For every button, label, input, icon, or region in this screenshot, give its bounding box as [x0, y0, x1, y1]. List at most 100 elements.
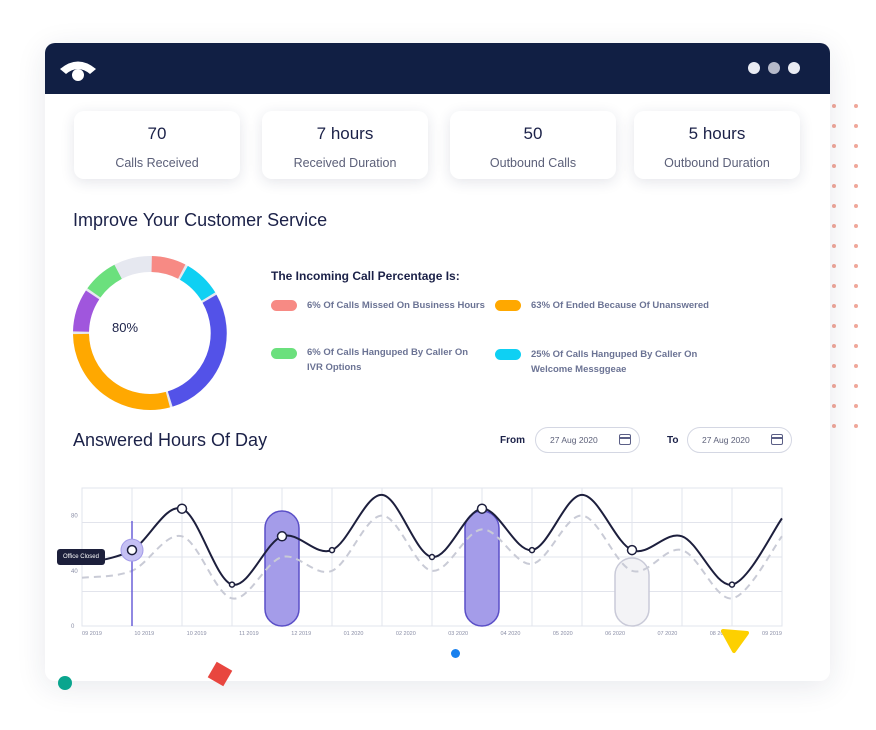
data-point	[728, 581, 736, 588]
donut-slice-ivr	[87, 264, 123, 298]
stat-card-outbound-duration: 5 hours Outbound Duration	[634, 111, 800, 179]
x-tick-label: 05 2020	[553, 631, 573, 637]
x-tick-label: 12 2019	[291, 631, 311, 637]
grid-dot	[832, 124, 836, 128]
grid-dot	[832, 364, 836, 368]
data-point	[276, 531, 288, 542]
stat-value: 70	[147, 124, 167, 143]
x-tick-label: 09 2019	[762, 631, 782, 637]
to-label: To	[667, 435, 679, 446]
highlight-band	[614, 557, 650, 627]
to-date-value: 27 Aug 2020	[702, 435, 750, 445]
to-date-input[interactable]: 27 Aug 2020	[687, 427, 792, 453]
legend-swatch-welcome	[495, 349, 521, 360]
grid-dot	[832, 384, 836, 388]
from-date-value: 27 Aug 2020	[550, 435, 598, 445]
grid-dot	[832, 404, 836, 408]
blue-dot-decoration	[451, 649, 460, 658]
phone-logo-icon	[60, 61, 96, 81]
data-point	[328, 546, 336, 554]
legend-swatch-ivr	[271, 348, 297, 359]
grid-dot	[832, 204, 836, 208]
stat-card-calls-received: 70 Calls Received	[74, 111, 240, 179]
grid-dot	[832, 184, 836, 188]
grid-dot	[832, 144, 836, 148]
grid-dot	[832, 324, 836, 328]
x-tick-label: 02 2020	[396, 631, 416, 637]
data-point	[528, 546, 536, 554]
donut-slice-blue	[167, 294, 227, 407]
y-tick-label: 80	[71, 514, 78, 520]
window-dot-2[interactable]	[768, 62, 780, 74]
calendar-icon[interactable]	[619, 434, 631, 445]
legend-item-welcome: 25% Of Calls Hanguped By Caller On Welco…	[531, 349, 698, 375]
data-point	[228, 581, 236, 588]
x-tick-label: 07 2020	[657, 631, 677, 637]
grid-dot	[854, 364, 858, 368]
section-title-customer-service: Improve Your Customer Service	[73, 210, 328, 230]
data-point	[126, 544, 138, 556]
grid-dot	[832, 344, 836, 348]
calendar-icon[interactable]	[771, 434, 783, 445]
grid-dot	[854, 404, 858, 408]
grid-dot	[854, 304, 858, 308]
stat-value: 50	[523, 124, 543, 143]
data-point	[476, 503, 488, 514]
data-point	[428, 553, 436, 561]
window-dot-1[interactable]	[748, 62, 760, 74]
grid-dot	[832, 264, 836, 268]
stat-value: 7 hours	[316, 124, 374, 143]
office-closed-tooltip: Office Closed	[57, 549, 105, 565]
stat-label: Received Duration	[293, 156, 397, 170]
stat-label: Outbound Duration	[664, 156, 770, 170]
grid-dot	[854, 144, 858, 148]
grid-dot	[854, 324, 858, 328]
x-tick-label: 10 2019	[187, 631, 207, 637]
legend-item-missed: 6% Of Calls Missed On Business Hours	[307, 300, 485, 311]
title-bar	[45, 43, 830, 94]
y-tick-label: 40	[71, 569, 78, 575]
grid-dot	[854, 344, 858, 348]
grid-dot	[832, 284, 836, 288]
grid-dot	[832, 224, 836, 228]
x-tick-label: 10 2019	[134, 631, 154, 637]
from-label: From	[500, 435, 525, 446]
grid-dot	[854, 224, 858, 228]
previous-series-line	[81, 514, 783, 600]
grid-dot	[832, 424, 836, 428]
grid-dot	[854, 244, 858, 248]
window-dot-3[interactable]	[788, 62, 800, 74]
legend-swatch-unanswered	[495, 300, 521, 311]
legend-swatch-missed	[271, 300, 297, 311]
highlight-band	[264, 510, 300, 627]
from-date-input[interactable]: 27 Aug 2020	[535, 427, 640, 453]
call-percentage-donut	[73, 256, 227, 410]
section-title-answered-hours: Answered Hours Of Day	[73, 430, 268, 450]
grid-dot	[854, 124, 858, 128]
data-point	[176, 503, 188, 514]
stat-value: 5 hours	[688, 124, 746, 143]
answered-hours-chart: 80 40 0 09 2019 10 2019 10 2019 11 2019 12 2019…	[71, 487, 783, 637]
legend-item-ivr: 6% Of Calls Hanguped By Caller On IVR Op…	[307, 347, 469, 373]
donut-slice-missed	[151, 256, 186, 279]
grid-dot	[854, 164, 858, 168]
data-point	[626, 544, 638, 556]
donut-center-value: 80%	[111, 320, 139, 335]
donut-slice-welcome	[179, 265, 216, 302]
grid-dot	[854, 204, 858, 208]
x-tick-label: 03 2020	[448, 631, 468, 637]
dot-grid-decoration	[832, 104, 866, 434]
y-tick-label: 0	[71, 624, 75, 630]
stat-label: Calls Received	[115, 156, 199, 170]
teal-dot-decoration	[58, 676, 72, 690]
x-tick-label: 09 2019	[82, 631, 102, 637]
legend-item-unanswered: 63% Of Ended Because Of Unanswered	[531, 300, 709, 311]
app-window: 70 Calls Received 7 hours Received Durat…	[45, 43, 830, 681]
stat-label: Outbound Calls	[489, 156, 577, 170]
legend-title: The Incoming Call Percentage Is:	[271, 269, 460, 283]
yellow-triangle-decoration	[721, 629, 749, 653]
x-tick-label: 01 2020	[344, 631, 364, 637]
x-tick-label: 11 2019	[239, 631, 258, 637]
x-tick-label: 04 2020	[501, 631, 521, 637]
stat-card-received-duration: 7 hours Received Duration	[262, 111, 428, 179]
